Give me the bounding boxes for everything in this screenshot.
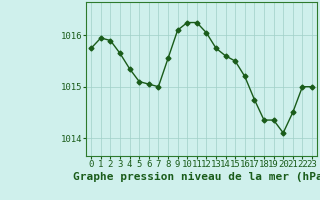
X-axis label: Graphe pression niveau de la mer (hPa): Graphe pression niveau de la mer (hPa) [73,172,320,182]
